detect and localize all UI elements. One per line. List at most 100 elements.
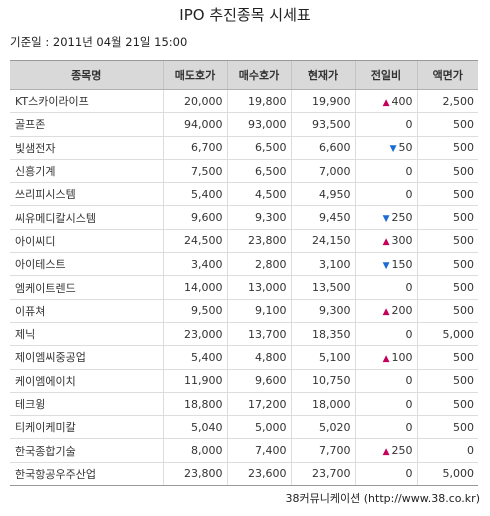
up-arrow-icon: ▲	[382, 353, 390, 364]
bid-price-cell: 4,800	[226, 345, 291, 370]
bid-price-cell: 23,800	[226, 229, 291, 254]
change-value: 0	[405, 281, 413, 295]
stock-name-cell[interactable]: 한국항공우주산업	[10, 462, 163, 487]
down-arrow-icon: ▼	[382, 214, 390, 225]
stock-name-cell[interactable]: 쓰리피시스템	[10, 182, 163, 207]
change-value: 250	[391, 211, 413, 225]
down-arrow-icon: ▼	[389, 144, 397, 155]
ask-price-cell: 5,040	[162, 415, 227, 440]
change-cell: 0	[354, 275, 417, 300]
bid-price-cell: 7,400	[226, 438, 291, 463]
change-value: 100	[391, 350, 413, 364]
change-value: 150	[391, 257, 413, 271]
table-row: 케이엠에이치 11,900 9,600 10,750 0 500	[10, 369, 478, 393]
change-cell: 0	[354, 322, 417, 347]
stock-name-cell[interactable]: 씨유메디칼시스템	[10, 205, 163, 230]
table-body: KT스카이라이프 20,000 19,800 19,900 ▲ 400 2,500 골프존 94…	[10, 89, 478, 487]
current-price-cell: 5,020	[290, 415, 355, 440]
stock-name-cell[interactable]: 테크윙	[10, 392, 163, 417]
table-row: 티케이케미칼 5,040 5,000 5,020 0 500	[10, 415, 478, 440]
stock-name-cell[interactable]: KT스카이라이프	[10, 89, 163, 114]
current-price-cell: 23,700	[290, 462, 355, 487]
bid-price-cell: 2,800	[226, 252, 291, 277]
stock-name-cell[interactable]: 제이엠씨중공업	[10, 345, 163, 370]
table-row: 이퓨쳐 9,500 9,100 9,300 ▲ 200 500	[10, 299, 478, 323]
bid-price-cell: 9,100	[226, 299, 291, 323]
par-value-cell: 500	[416, 159, 478, 184]
ask-price-cell: 9,500	[162, 299, 227, 323]
stock-name-cell[interactable]: 신흥기계	[10, 159, 163, 184]
stock-name-cell[interactable]: 이퓨쳐	[10, 299, 163, 323]
current-price-cell: 13,500	[290, 275, 355, 300]
table-row: 엠케이트렌드 14,000 13,000 13,500 0 500	[10, 275, 478, 300]
up-arrow-icon: ▲	[382, 237, 390, 248]
table-row: 신흥기계 7,500 6,500 7,000 0 500	[10, 159, 478, 184]
par-value-cell: 500	[416, 392, 478, 417]
change-cell: ▲ 250	[354, 438, 417, 463]
change-cell: ▲ 400	[354, 89, 417, 114]
change-value: 300	[391, 234, 413, 248]
current-price-cell: 18,000	[290, 392, 355, 417]
bid-price-cell: 93,000	[226, 112, 291, 137]
change-cell: ▲ 100	[354, 345, 417, 370]
par-value-cell: 2,500	[416, 89, 478, 114]
current-price-cell: 4,950	[290, 182, 355, 207]
change-value: 0	[405, 117, 413, 131]
stock-name-cell[interactable]: 빛샘전자	[10, 136, 163, 160]
change-value: 0	[405, 374, 413, 388]
current-price-cell: 3,100	[290, 252, 355, 277]
change-cell: ▼ 50	[354, 136, 417, 160]
bid-price-cell: 9,600	[226, 369, 291, 393]
par-value-cell: 500	[416, 229, 478, 254]
bid-price-cell: 6,500	[226, 136, 291, 160]
ask-price-cell: 24,500	[162, 229, 227, 254]
current-price-cell: 18,350	[290, 322, 355, 347]
change-value: 0	[405, 187, 413, 201]
bid-price-cell: 9,300	[226, 205, 291, 230]
par-value-cell: 0	[416, 438, 478, 463]
par-value-cell: 5,000	[416, 462, 478, 487]
current-price-cell: 10,750	[290, 369, 355, 393]
table-row: 아이테스트 3,400 2,800 3,100 ▼ 150 500	[10, 252, 478, 277]
header-price: 현재가	[290, 60, 355, 90]
stock-name-cell[interactable]: 아이씨디	[10, 229, 163, 254]
up-arrow-icon: ▲	[382, 307, 390, 318]
page-title: IPO 추진종목 시세표	[179, 6, 311, 24]
par-value-cell: 500	[416, 205, 478, 230]
table-row: 제닉 23,000 13,700 18,350 0 5,000	[10, 322, 478, 347]
table-row: 빛샘전자 6,700 6,500 6,600 ▼ 50 500	[10, 136, 478, 160]
stock-name-cell[interactable]: 엠케이트렌드	[10, 275, 163, 300]
header-change: 전일비	[354, 60, 417, 90]
change-value: 250	[391, 444, 413, 458]
change-cell: 0	[354, 392, 417, 417]
par-value-cell: 500	[416, 299, 478, 323]
table-header-row: 종목명 매도호가 매수호가 현재가 전일비 액면가	[10, 60, 478, 90]
current-price-cell: 9,450	[290, 205, 355, 230]
change-cell: 0	[354, 462, 417, 487]
stock-name-cell[interactable]: 티케이케미칼	[10, 415, 163, 440]
par-value-cell: 500	[416, 112, 478, 137]
change-cell: 0	[354, 415, 417, 440]
par-value-cell: 500	[416, 415, 478, 440]
change-cell: 0	[354, 159, 417, 184]
header-name: 종목명	[10, 60, 163, 90]
bid-price-cell: 13,000	[226, 275, 291, 300]
ask-price-cell: 20,000	[162, 89, 227, 114]
change-cell: 0	[354, 182, 417, 207]
stock-name-cell[interactable]: 한국종합기술	[10, 438, 163, 463]
stock-name-cell[interactable]: 제닉	[10, 322, 163, 347]
current-price-cell: 7,000	[290, 159, 355, 184]
basis-date: 기준일 : 2011년 04월 21일 15:00	[10, 35, 188, 49]
change-value: 0	[405, 467, 413, 481]
table-row: 씨유메디칼시스템 9,600 9,300 9,450 ▼ 250 500	[10, 205, 478, 230]
table-row: 한국종합기술 8,000 7,400 7,700 ▲ 250 0	[10, 438, 478, 463]
stock-name-cell[interactable]: 케이엠에이치	[10, 369, 163, 393]
footer-source: 38커뮤니케이션 (http://www.38.co.kr)	[285, 492, 480, 505]
bid-price-cell: 4,500	[226, 182, 291, 207]
stock-name-cell[interactable]: 골프존	[10, 112, 163, 137]
stock-name-cell[interactable]: 아이테스트	[10, 252, 163, 277]
change-value: 0	[405, 327, 413, 341]
header-ask: 매도호가	[162, 60, 227, 90]
header-par: 액면가	[416, 60, 478, 90]
bid-price-cell: 23,600	[226, 462, 291, 487]
